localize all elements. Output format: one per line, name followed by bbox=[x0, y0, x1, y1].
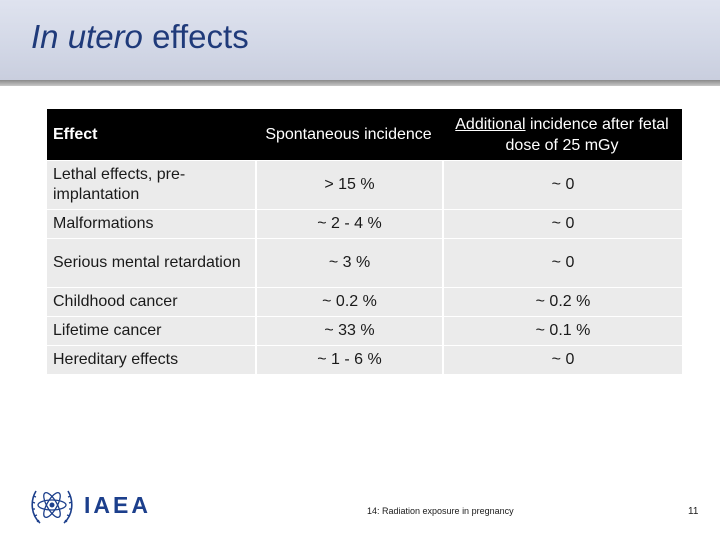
header-divider bbox=[0, 80, 720, 86]
header-additional-rest: incidence after fetal dose of 25 mGy bbox=[505, 115, 669, 154]
header-additional-underlined: Additional bbox=[455, 115, 526, 133]
slide-title: In utero effects bbox=[31, 18, 249, 56]
table-row: Hereditary effects ~ 1 - 6 % ~ 0 bbox=[47, 346, 682, 375]
row-additional: ~ 0 bbox=[442, 161, 682, 210]
slide-header-band bbox=[0, 0, 720, 80]
footer-caption: 14: Radiation exposure in pregnancy bbox=[367, 506, 514, 516]
row-effect: Serious mental retardation bbox=[47, 239, 255, 288]
slide-title-italic: In utero bbox=[31, 18, 143, 55]
table-row: Childhood cancer ~ 0.2 % ~ 0.2 % bbox=[47, 288, 682, 317]
row-additional: ~ 0 bbox=[442, 210, 682, 239]
page-number: 11 bbox=[688, 506, 699, 517]
row-spontaneous: ~ 3 % bbox=[255, 239, 442, 288]
row-effect: Hereditary effects bbox=[47, 346, 255, 375]
row-additional: ~ 0 bbox=[442, 346, 682, 375]
header-spontaneous-incidence: Spontaneous incidence bbox=[255, 109, 442, 161]
row-spontaneous: ~ 1 - 6 % bbox=[255, 346, 442, 375]
row-additional: ~ 0.2 % bbox=[442, 288, 682, 317]
row-effect: Malformations bbox=[47, 210, 255, 239]
table-row: Lifetime cancer ~ 33 % ~ 0.1 % bbox=[47, 317, 682, 346]
row-spontaneous: > 15 % bbox=[255, 161, 442, 210]
table-header-row: Effect Spontaneous incidence Additional … bbox=[47, 109, 682, 161]
header-effect: Effect bbox=[47, 109, 255, 161]
row-additional: ~ 0.1 % bbox=[442, 317, 682, 346]
in-utero-effects-table: Effect Spontaneous incidence Additional … bbox=[47, 109, 682, 375]
row-additional: ~ 0 bbox=[442, 239, 682, 288]
row-spontaneous: ~ 33 % bbox=[255, 317, 442, 346]
row-effect: Childhood cancer bbox=[47, 288, 255, 317]
table-row: Lethal effects, pre-implantation > 15 % … bbox=[47, 161, 682, 210]
row-spontaneous: ~ 0.2 % bbox=[255, 288, 442, 317]
table-row: Serious mental retardation ~ 3 % ~ 0 bbox=[47, 239, 682, 288]
row-spontaneous: ~ 2 - 4 % bbox=[255, 210, 442, 239]
iaea-emblem-icon bbox=[31, 490, 73, 524]
iaea-logo-text: IAEA bbox=[84, 492, 151, 518]
row-effect: Lifetime cancer bbox=[47, 317, 255, 346]
slide-title-rest: effects bbox=[142, 18, 249, 55]
table-row: Malformations ~ 2 - 4 % ~ 0 bbox=[47, 210, 682, 239]
row-effect: Lethal effects, pre-implantation bbox=[47, 161, 255, 210]
header-additional-incidence: Additional incidence after fetal dose of… bbox=[442, 109, 682, 161]
